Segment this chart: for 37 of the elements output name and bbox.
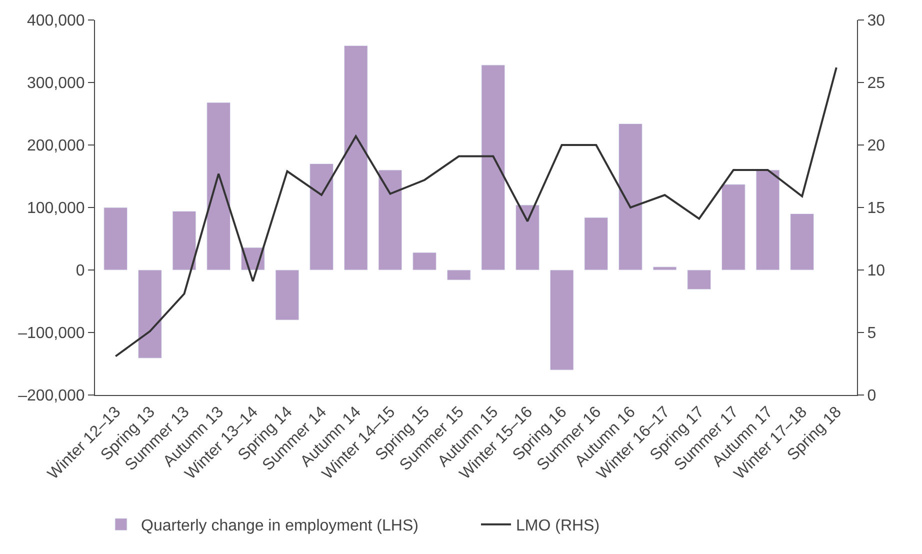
bar [446,270,471,280]
bar [481,64,506,270]
bar [412,252,436,270]
bar [687,270,712,290]
bar [206,102,230,270]
legend-label: LMO (RHS) [516,518,600,535]
bar [618,124,642,270]
bar [310,164,334,270]
y-tick-label: 0 [76,262,85,280]
bar [104,207,128,270]
y-tick-label: 200,000 [26,138,85,155]
bar [584,217,608,270]
legend-label: Quarterly change in employment (LHS) [141,518,418,535]
y2-tick-label: 10 [867,262,886,280]
bar [275,270,300,320]
bar [138,270,162,358]
y2-tick-label: 0 [867,388,876,405]
y2-tick-label: 20 [867,138,886,155]
bar [652,266,677,270]
bar [172,211,196,270]
y2-tick-label: 30 [867,12,886,30]
bar [344,45,368,270]
y2-tick-label: 15 [867,200,886,218]
y-tick-label: 400,000 [26,12,85,30]
bar [756,170,780,270]
y-tick-label: –100,000 [18,325,85,342]
line-series [114,66,838,358]
y-tick-label: 100,000 [26,200,85,218]
y2-tick-label: 25 [867,75,886,92]
bar [378,170,402,270]
bar [722,184,746,270]
bar [516,204,540,270]
y2-tick-label: 5 [867,325,876,342]
y-tick-label: –200,000 [18,388,85,405]
bar [550,270,574,370]
bar [790,214,814,270]
y-tick-label: 300,000 [26,75,85,92]
